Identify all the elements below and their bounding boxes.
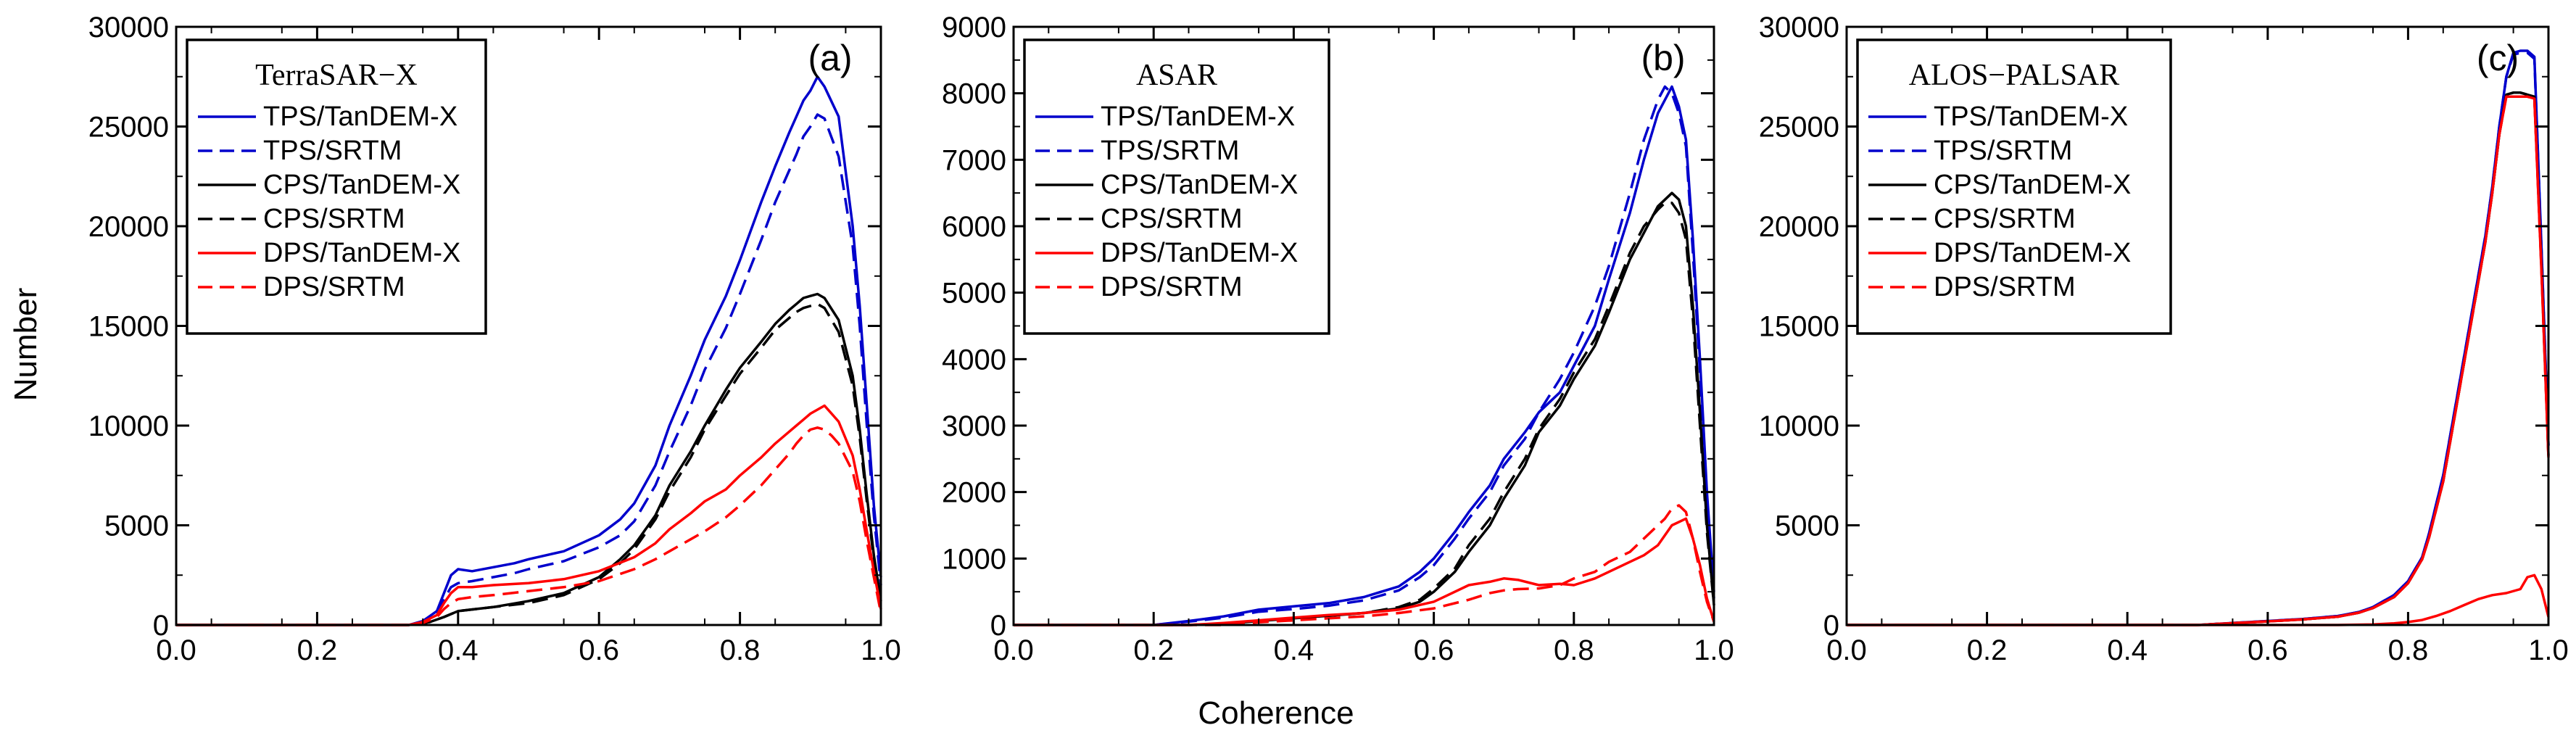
series-line-dps-tandem-x (176, 404, 882, 626)
legend-box (1856, 38, 2172, 335)
legend-entry: CPS/SRTM (263, 204, 405, 234)
legend-title: ASAR (1136, 59, 1217, 92)
series-line-tps-tandem-x (1014, 85, 1715, 626)
y-tick-label: 8000 (942, 78, 1006, 110)
chart-panel-1: 0.0 0.2 0.4 0.6 0.8 1.0 0 5000 10000 15000 20000 25… (88, 12, 901, 666)
series-line-dps-tandem-x (1014, 517, 1715, 626)
y-tick-label: 10000 (88, 410, 169, 442)
series-line-tps-tandem-x (176, 75, 882, 626)
legend-entry: CPS/TanDEM-X (263, 170, 460, 200)
y-tick-label: 1000 (942, 543, 1006, 575)
series-line-dps-tandem-x-low (1847, 574, 2550, 626)
x-tick-label: 1.0 (1694, 634, 1734, 666)
panel-label: (b) (1641, 38, 1685, 78)
y-tick-label: 30000 (1759, 12, 1839, 44)
legend-entry: TPS/SRTM (1934, 136, 2072, 166)
y-tick-label: 25000 (88, 112, 169, 144)
x-tick-label: 0.4 (2107, 634, 2148, 666)
y-tick-label: 10000 (1759, 410, 1839, 442)
y-tick-label: 15000 (1759, 311, 1839, 343)
x-tick-label: 0.4 (1274, 634, 1314, 666)
y-tick-label: 5000 (1775, 510, 1839, 542)
series-line-cps-srtm (176, 302, 882, 626)
y-tick-label: 6000 (942, 211, 1006, 243)
y-tick-label: 0 (1823, 610, 1839, 642)
series-line-dps-srtm (1014, 504, 1715, 626)
legend-entry: TPS/TanDEM-X (263, 102, 457, 132)
legend-entry: CPS/TanDEM-X (1934, 170, 2131, 200)
x-tick-label: 0.0 (1826, 634, 1867, 666)
x-tick-label: 0.2 (297, 634, 338, 666)
legend-entry: DPS/TanDEM-X (263, 238, 460, 268)
y-tick-label: 15000 (88, 311, 169, 343)
x-tick-label: 0.2 (1133, 634, 1174, 666)
y-tick-label: 3000 (942, 410, 1006, 442)
series-line-cps-tandem-x (176, 292, 882, 626)
legend-entry: CPS/TanDEM-X (1101, 170, 1298, 200)
y-tick-label: 20000 (88, 211, 169, 243)
legend-entry: TPS/SRTM (1101, 136, 1239, 166)
x-tick-label: 0.6 (1414, 634, 1454, 666)
y-tick-label: 0 (990, 610, 1006, 642)
y-tick-label: 30000 (88, 12, 169, 44)
x-tick-label: 1.0 (2528, 634, 2569, 666)
y-tick-label: 0 (153, 610, 169, 642)
x-tick-label: 0.0 (993, 634, 1034, 666)
y-tick-label: 9000 (942, 12, 1006, 44)
legend-entry: TPS/TanDEM-X (1101, 102, 1295, 132)
x-tick-label: 0.0 (156, 634, 196, 666)
x-axis-label: Coherence (1198, 695, 1354, 731)
legend-title: TerraSAR−X (255, 59, 418, 92)
series-line-dps-srtm (176, 426, 882, 626)
legend: ASAR TPS/TanDEM-X TPS/SRTM CPS/TanDEM-X CPS/… (1023, 38, 1330, 335)
x-tick-label: 0.8 (720, 634, 761, 666)
y-tick-label: 5000 (104, 510, 169, 542)
chart-panel-3: 0.0 0.2 0.4 0.6 0.8 1.0 0 5000 10000 15000 20000 25… (1759, 12, 2569, 666)
panel-label: (a) (808, 38, 852, 78)
legend-entry: CPS/SRTM (1934, 204, 2076, 234)
legend: TerraSAR−X TPS/TanDEM-X TPS/SRTM CPS/TanDEM… (186, 38, 487, 335)
legend-entry: DPS/SRTM (263, 272, 405, 302)
y-tick-label: 2000 (942, 477, 1006, 509)
series-line-tps-srtm (1014, 85, 1715, 626)
chart-panel-2: 0.0 0.2 0.4 0.6 0.8 1.0 0 1000 2000 3000 4000 5000 6… (942, 12, 1734, 666)
y-tick-label: 5000 (942, 278, 1006, 310)
x-tick-label: 0.2 (1967, 634, 2008, 666)
x-tick-label: 0.6 (579, 634, 619, 666)
x-tick-label: 0.8 (1554, 634, 1594, 666)
legend-entry: TPS/SRTM (263, 136, 402, 166)
panel-label: (c) (2477, 38, 2519, 78)
legend-entry: DPS/TanDEM-X (1934, 238, 2131, 268)
legend-box (1023, 38, 1330, 335)
legend-entry: CPS/SRTM (1101, 204, 1243, 234)
y-tick-label: 20000 (1759, 211, 1839, 243)
legend-entry: DPS/SRTM (1934, 272, 2076, 302)
x-tick-label: 0.8 (2388, 634, 2429, 666)
x-tick-label: 1.0 (861, 634, 901, 666)
y-axis-label: Number (8, 288, 44, 402)
x-tick-label: 0.4 (438, 634, 479, 666)
legend-entry: DPS/SRTM (1101, 272, 1243, 302)
y-tick-label: 7000 (942, 144, 1006, 176)
x-tick-label: 0.6 (2248, 634, 2288, 666)
legend-entry: DPS/TanDEM-X (1101, 238, 1298, 268)
series-line-dps-srtm (1847, 95, 2550, 626)
series-line-tps-srtm (176, 113, 882, 626)
y-tick-label: 4000 (942, 344, 1006, 376)
legend-entry: TPS/TanDEM-X (1934, 102, 2128, 132)
legend-box (186, 38, 487, 335)
y-tick-label: 25000 (1759, 112, 1839, 144)
legend: ALOS−PALSAR TPS/TanDEM-X TPS/SRTM CPS/TanDE… (1856, 38, 2172, 335)
legend-title: ALOS−PALSAR (1909, 59, 2120, 92)
